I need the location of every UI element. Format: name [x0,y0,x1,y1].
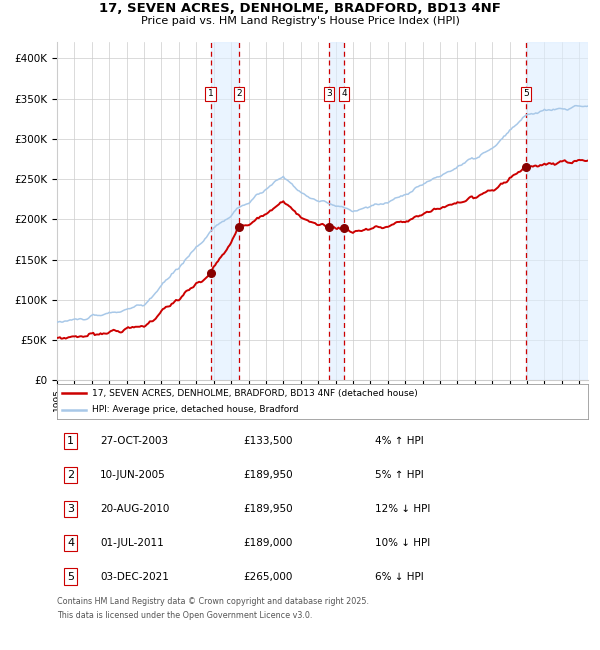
Text: £189,000: £189,000 [243,538,292,548]
Text: 12% ↓ HPI: 12% ↓ HPI [375,504,430,514]
Text: 20-AUG-2010: 20-AUG-2010 [100,504,170,514]
Text: HPI: Average price, detached house, Bradford: HPI: Average price, detached house, Brad… [92,405,298,414]
Bar [526,42,588,380]
Text: 6% ↓ HPI: 6% ↓ HPI [375,571,424,582]
Text: This data is licensed under the Open Government Licence v3.0.: This data is licensed under the Open Gov… [57,611,313,620]
Text: 03-DEC-2021: 03-DEC-2021 [100,571,169,582]
Text: 2: 2 [67,470,74,480]
Text: 10% ↓ HPI: 10% ↓ HPI [375,538,430,548]
Text: 3: 3 [67,504,74,514]
Text: Contains HM Land Registry data © Crown copyright and database right 2025.: Contains HM Land Registry data © Crown c… [57,597,369,606]
Text: £189,950: £189,950 [243,470,293,480]
Text: 1: 1 [67,436,74,447]
Text: 4% ↑ HPI: 4% ↑ HPI [375,436,424,447]
Text: 17, SEVEN ACRES, DENHOLME, BRADFORD, BD13 4NF: 17, SEVEN ACRES, DENHOLME, BRADFORD, BD1… [99,2,501,15]
Text: 4: 4 [67,538,74,548]
Text: 3: 3 [326,89,332,98]
Text: £189,950: £189,950 [243,504,293,514]
Text: 01-JUL-2011: 01-JUL-2011 [100,538,164,548]
Text: 5: 5 [67,571,74,582]
Bar [211,42,239,380]
Text: 17, SEVEN ACRES, DENHOLME, BRADFORD, BD13 4NF (detached house): 17, SEVEN ACRES, DENHOLME, BRADFORD, BD1… [92,389,417,398]
Text: £133,500: £133,500 [243,436,293,447]
Text: £265,000: £265,000 [243,571,292,582]
Text: 4: 4 [341,89,347,98]
Text: 2: 2 [236,89,242,98]
Text: 5% ↑ HPI: 5% ↑ HPI [375,470,424,480]
Text: 27-OCT-2003: 27-OCT-2003 [100,436,169,447]
Text: Price paid vs. HM Land Registry's House Price Index (HPI): Price paid vs. HM Land Registry's House … [140,16,460,26]
Text: 10-JUN-2005: 10-JUN-2005 [100,470,166,480]
Text: 1: 1 [208,89,214,98]
Bar [329,42,344,380]
Text: 5: 5 [523,89,529,98]
